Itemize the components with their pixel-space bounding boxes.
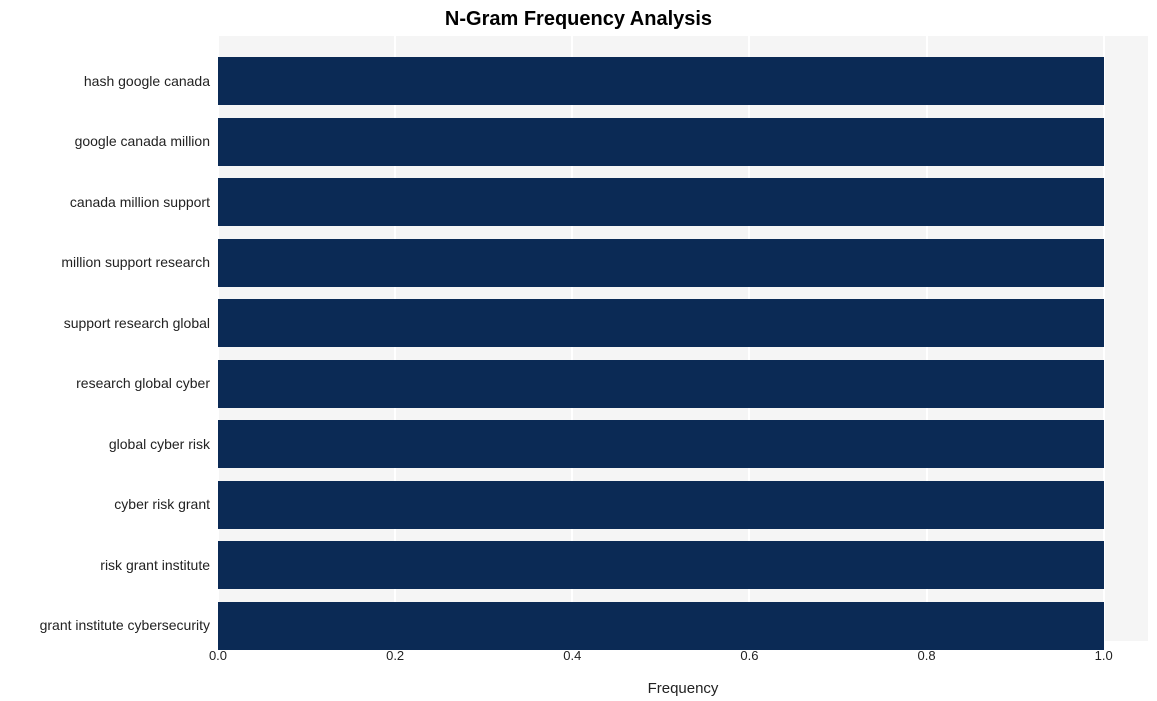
bar — [218, 239, 1104, 287]
y-tick-label: risk grant institute — [0, 557, 210, 573]
bar — [218, 541, 1104, 589]
y-tick-label: canada million support — [0, 194, 210, 210]
bar — [218, 420, 1104, 468]
y-tick-label: google canada million — [0, 133, 210, 149]
x-tick-label: 0.0 — [198, 648, 238, 663]
plot-area — [218, 36, 1148, 641]
x-tick-label: 0.6 — [729, 648, 769, 663]
bar — [218, 57, 1104, 105]
y-tick-label: support research global — [0, 315, 210, 331]
bar — [218, 118, 1104, 166]
x-tick-label: 0.4 — [552, 648, 592, 663]
y-tick-label: grant institute cybersecurity — [0, 617, 210, 633]
x-tick-label: 0.8 — [907, 648, 947, 663]
y-tick-label: hash google canada — [0, 73, 210, 89]
y-tick-label: cyber risk grant — [0, 496, 210, 512]
bar — [218, 299, 1104, 347]
bar — [218, 178, 1104, 226]
ngram-chart: N-Gram Frequency Analysis Frequency hash… — [0, 0, 1157, 701]
x-tick-label: 0.2 — [375, 648, 415, 663]
y-tick-label: million support research — [0, 254, 210, 270]
y-tick-label: research global cyber — [0, 375, 210, 391]
bar — [218, 481, 1104, 529]
chart-title: N-Gram Frequency Analysis — [0, 8, 1157, 31]
y-tick-label: global cyber risk — [0, 436, 210, 452]
bar — [218, 602, 1104, 650]
x-tick-label: 1.0 — [1084, 648, 1124, 663]
x-axis-label: Frequency — [218, 680, 1148, 697]
bar — [218, 360, 1104, 408]
